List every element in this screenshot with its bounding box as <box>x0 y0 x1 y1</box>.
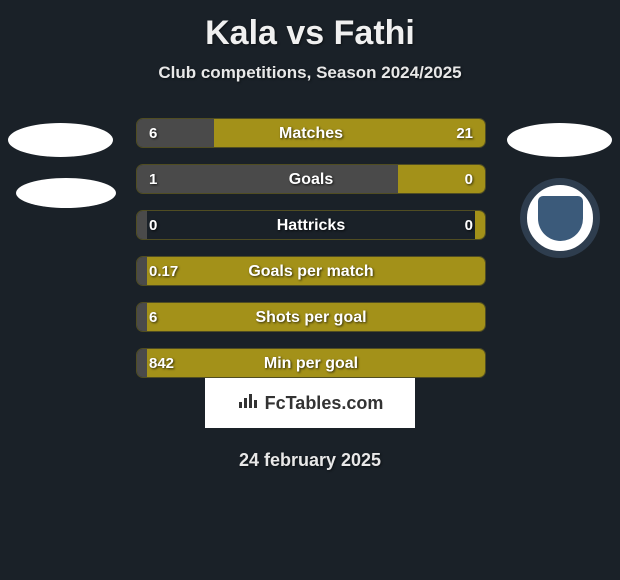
stat-value-right: 0 <box>465 165 473 194</box>
stat-value-left: 0.17 <box>149 257 178 286</box>
stat-label: Goals <box>137 165 485 194</box>
club-logo-circle <box>520 178 600 258</box>
stat-value-left: 6 <box>149 119 157 148</box>
stat-label: Matches <box>137 119 485 148</box>
stat-row: Goals1 0 <box>136 164 486 194</box>
stat-value-left: 6 <box>149 303 157 332</box>
stat-value-right: 0 <box>465 211 473 240</box>
stat-label: Min per goal <box>137 349 485 378</box>
stat-label: Hattricks <box>137 211 485 240</box>
player-right-avatar-1 <box>507 123 612 157</box>
stat-value-left: 842 <box>149 349 174 378</box>
player-left-avatar-1 <box>8 123 113 157</box>
stat-row: Goals per match0.17 <box>136 256 486 286</box>
branding-text: FcTables.com <box>265 393 384 414</box>
player-left-avatar-2 <box>16 178 116 208</box>
branding-logo: FcTables.com <box>205 378 415 428</box>
stat-row: Min per goal842 <box>136 348 486 378</box>
stat-row: Matches6 21 <box>136 118 486 148</box>
stat-label: Shots per goal <box>137 303 485 332</box>
stat-row: Hattricks0 0 <box>136 210 486 240</box>
stat-value-left: 0 <box>149 211 157 240</box>
stat-value-left: 1 <box>149 165 157 194</box>
stat-bars: Matches621Goals10Hattricks00Goals per ma… <box>136 118 486 394</box>
date-text: 24 february 2025 <box>0 450 620 471</box>
player-right-club-logo <box>520 178 600 258</box>
stat-label: Goals per match <box>137 257 485 286</box>
chart-icon <box>237 392 259 415</box>
stat-row: Shots per goal6 <box>136 302 486 332</box>
subtitle: Club competitions, Season 2024/2025 <box>0 63 620 83</box>
page-title: Kala vs Fathi <box>0 0 620 53</box>
stat-value-right: 21 <box>456 119 473 148</box>
club-logo-inner <box>538 196 583 241</box>
